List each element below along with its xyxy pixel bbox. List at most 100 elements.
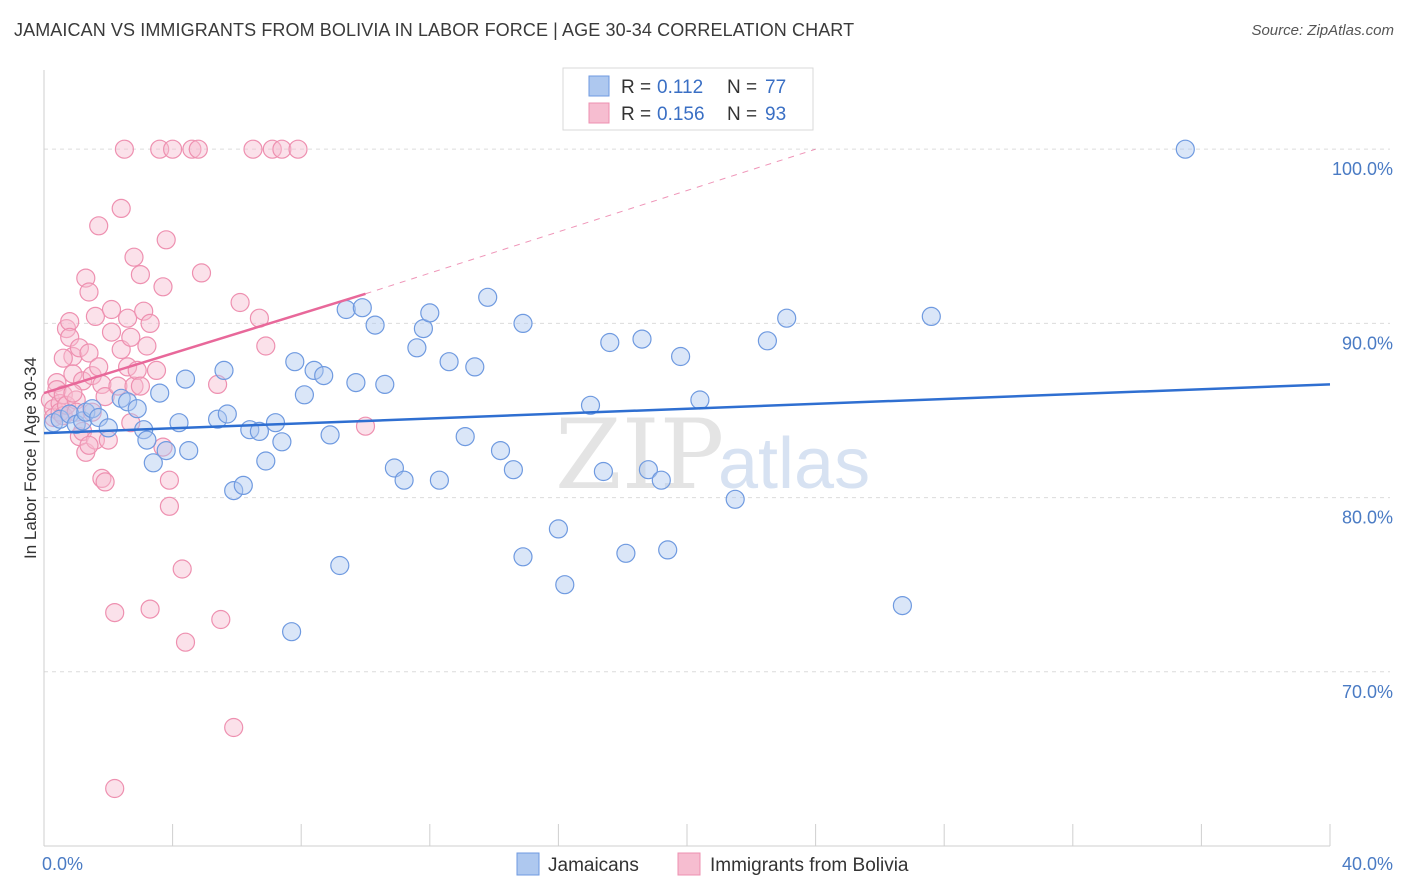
jamaicans-point-57 <box>555 575 575 595</box>
bolivia-point-28 <box>85 306 106 326</box>
bolivia-point-66 <box>182 139 202 159</box>
jamaicans-point-51 <box>478 287 498 307</box>
bolivia-point-40 <box>111 198 131 218</box>
jamaicans-point-39 <box>352 298 372 318</box>
stats-legend: R = 0.112 N = 77 R = 0.156 N = 93 <box>562 67 814 131</box>
jamaicans-point-61 <box>616 543 636 563</box>
y-tick-label-70: 70.0% <box>1342 682 1393 702</box>
bolivia-point-62 <box>159 496 179 516</box>
bolivia-point-77 <box>272 139 292 159</box>
y-tick-label-100: 100.0% <box>1332 159 1393 179</box>
bottom-legend-jamaicans: Jamaicans <box>548 855 639 876</box>
trend-lines <box>43 148 1331 435</box>
bolivia-point-12 <box>60 327 80 347</box>
bolivia-point-83 <box>53 348 73 368</box>
bolivia-point-70 <box>211 609 231 630</box>
jamaicans-point-69 <box>757 331 778 351</box>
bolivia-point-69 <box>208 374 228 394</box>
jamaicans-point-48 <box>439 352 459 372</box>
jamaicans-point-35 <box>320 425 340 445</box>
bolivia-point-65 <box>175 632 196 652</box>
jamaicans-point-18 <box>175 369 196 389</box>
jamaicans-point-41 <box>375 374 395 394</box>
jamaicans-point-14 <box>143 453 163 473</box>
jamaicans-point-23 <box>224 481 244 501</box>
jamaicans-point-50 <box>465 357 485 377</box>
jamaicans-point-46 <box>420 303 440 323</box>
legend-r-label-2: R = <box>621 104 651 125</box>
jamaicans-point-58 <box>580 395 601 415</box>
legend-swatch-bolivia <box>588 102 610 124</box>
jamaicans-point-15 <box>150 383 170 403</box>
jamaicans-point-31 <box>285 352 305 372</box>
bolivia-point-78 <box>288 139 308 159</box>
bolivia-point-51 <box>130 376 150 396</box>
jamaicans-point-44 <box>407 338 427 358</box>
jamaicans-point-72 <box>921 306 941 326</box>
jamaicans-point-33 <box>304 360 324 380</box>
source-label: Source: ZipAtlas.com <box>1251 22 1394 39</box>
jamaicans-point-10 <box>117 392 138 412</box>
bolivia-point-64 <box>172 559 192 579</box>
jamaicans-point-28 <box>265 413 286 433</box>
bolivia-point-11 <box>60 312 80 332</box>
jamaicans-point-26 <box>249 421 269 441</box>
bolivia-point-42 <box>114 139 135 159</box>
bolivia-point-44 <box>117 308 138 328</box>
jamaicans-point-67 <box>690 390 710 410</box>
jamaicans-point-8 <box>98 418 118 438</box>
trend-line-bolivia <box>43 292 366 395</box>
legend-n-value-2: 93 <box>765 104 786 125</box>
bolivia-point-37 <box>101 322 122 342</box>
bolivia-point-34 <box>95 472 115 492</box>
legend-r-label-1: R = <box>621 77 651 98</box>
bolivia-point-47 <box>124 247 144 267</box>
x-tick-label-max: 40.0% <box>1342 854 1393 874</box>
jamaicans-point-40 <box>365 315 385 335</box>
bottom-legend-swatch-jamaicans <box>516 852 540 876</box>
series-jamaicans-points <box>43 139 1195 642</box>
jamaicans-point-38 <box>346 373 366 393</box>
bolivia-point-46 <box>121 327 141 347</box>
bolivia-point-23 <box>79 282 99 302</box>
jamaicans-point-62 <box>632 329 652 349</box>
jamaicans-point-19 <box>179 441 199 461</box>
jamaicans-point-22 <box>217 404 237 424</box>
bolivia-point-38 <box>105 602 125 623</box>
bottom-legend-bolivia: Immigrants from Bolivia <box>710 855 909 876</box>
trend-line-jamaicans <box>43 383 1331 435</box>
jamaicans-point-70 <box>777 308 797 328</box>
legend-n-label-2: N = <box>727 104 757 125</box>
jamaicans-point-16 <box>156 441 176 461</box>
bolivia-point-61 <box>159 470 179 490</box>
bolivia-point-73 <box>243 139 263 159</box>
jamaicans-point-55 <box>513 313 533 333</box>
watermark-atlas: atlas <box>718 424 870 504</box>
jamaicans-point-11 <box>127 399 147 419</box>
jamaicans-point-66 <box>670 346 691 367</box>
bolivia-point-29 <box>89 216 109 236</box>
jamaicans-point-63 <box>638 460 659 480</box>
jamaicans-point-20 <box>208 409 228 429</box>
bolivia-point-80 <box>105 778 125 799</box>
jamaicans-point-36 <box>330 555 350 576</box>
legend-n-label-1: N = <box>727 77 757 98</box>
watermark-zip: ZIP <box>555 399 724 511</box>
jamaicans-point-59 <box>593 461 614 482</box>
jamaicans-point-52 <box>490 441 511 461</box>
jamaicans-point-71 <box>892 595 913 616</box>
legend-r-value-1: 0.112 <box>657 77 703 98</box>
jamaicans-point-32 <box>294 385 314 405</box>
bolivia-point-52 <box>134 301 154 321</box>
jamaicans-point-68 <box>725 489 745 509</box>
x-axis-ticks <box>43 824 1331 846</box>
bolivia-point-2 <box>43 407 64 428</box>
bottom-legend-swatch-bolivia <box>677 852 701 876</box>
legend-swatch-jamaicans <box>588 75 610 97</box>
jamaicans-point-27 <box>256 451 276 471</box>
jamaicans-point-65 <box>658 540 678 560</box>
jamaicans-point-43 <box>394 470 414 490</box>
jamaicans-point-24 <box>233 475 253 495</box>
legend-n-value-1: 77 <box>765 77 786 98</box>
